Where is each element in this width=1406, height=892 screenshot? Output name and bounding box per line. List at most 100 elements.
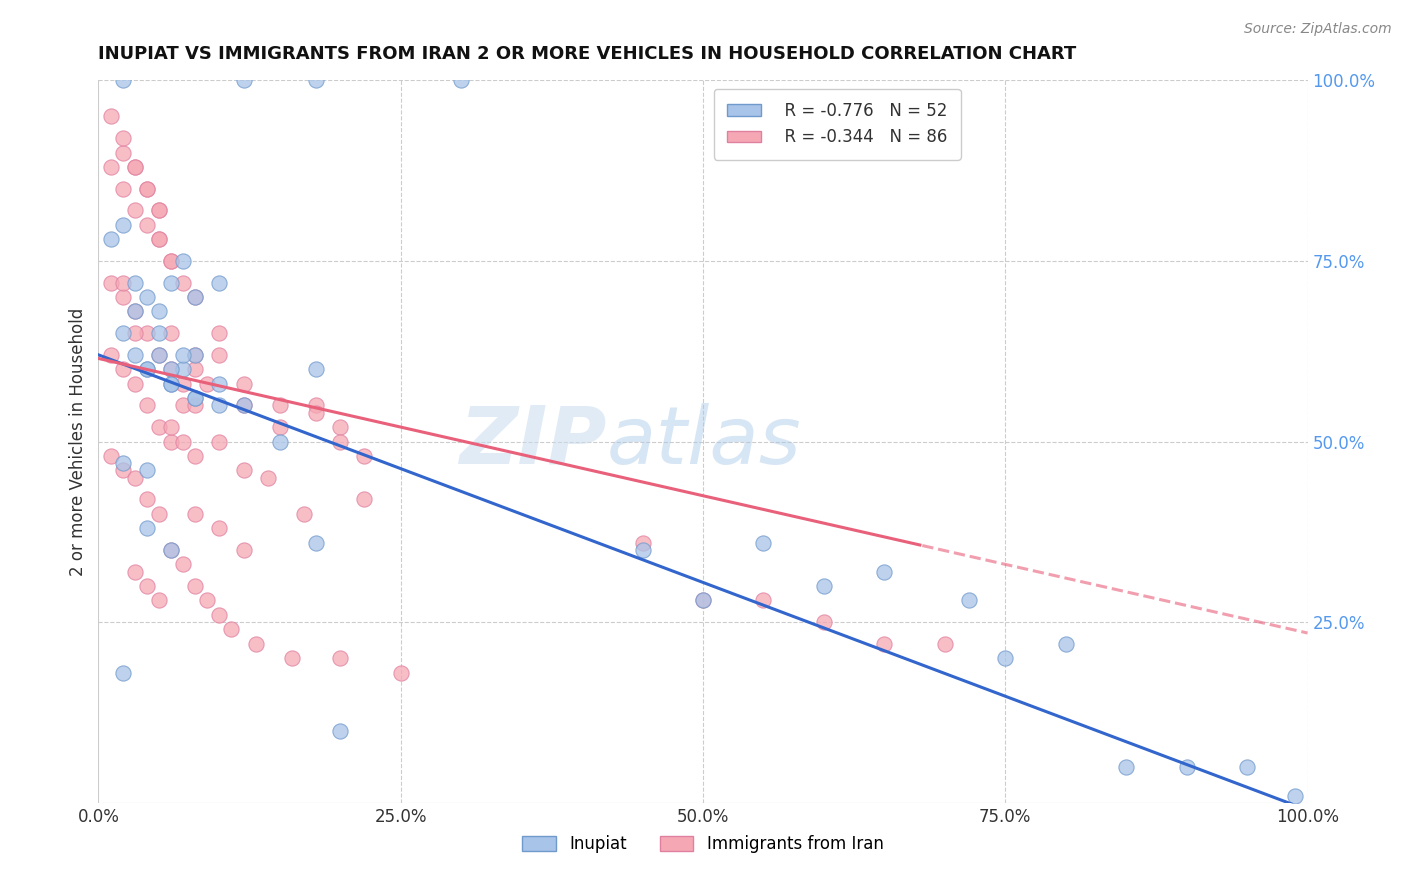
Point xyxy=(184,449,207,463)
Point xyxy=(124,565,146,579)
Point xyxy=(305,362,328,376)
Point xyxy=(111,73,134,87)
Text: atlas: atlas xyxy=(606,402,801,481)
Point xyxy=(172,398,194,412)
Point xyxy=(305,406,328,420)
Point xyxy=(692,593,714,607)
Point xyxy=(957,593,980,607)
Point xyxy=(148,348,170,362)
Point xyxy=(135,579,157,593)
Point xyxy=(160,376,183,391)
Text: ZIP: ZIP xyxy=(458,402,606,481)
Point xyxy=(208,398,231,412)
Point xyxy=(111,218,134,232)
Point xyxy=(232,73,254,87)
Point xyxy=(100,449,122,463)
Point xyxy=(111,276,134,290)
Point xyxy=(160,276,183,290)
Point xyxy=(752,593,775,607)
Point xyxy=(160,253,183,268)
Point xyxy=(269,420,291,434)
Point xyxy=(160,253,183,268)
Point xyxy=(124,160,146,174)
Text: Source: ZipAtlas.com: Source: ZipAtlas.com xyxy=(1244,22,1392,37)
Point xyxy=(221,623,243,637)
Point xyxy=(160,542,183,557)
Point xyxy=(172,362,194,376)
Point xyxy=(353,492,375,507)
Point xyxy=(135,521,157,535)
Point xyxy=(135,398,157,412)
Point xyxy=(111,362,134,376)
Point xyxy=(160,376,183,391)
Point xyxy=(148,232,170,246)
Point xyxy=(160,542,183,557)
Point xyxy=(389,665,412,680)
Point xyxy=(160,326,183,340)
Point xyxy=(329,420,352,434)
Point xyxy=(100,160,122,174)
Point xyxy=(111,290,134,304)
Point xyxy=(873,565,896,579)
Point xyxy=(232,398,254,412)
Point xyxy=(135,362,157,376)
Point xyxy=(135,492,157,507)
Point xyxy=(111,326,134,340)
Point xyxy=(195,376,218,391)
Point xyxy=(160,434,183,449)
Point xyxy=(172,348,194,362)
Point xyxy=(208,276,231,290)
Point xyxy=(208,376,231,391)
Point xyxy=(184,348,207,362)
Point xyxy=(184,391,207,405)
Point xyxy=(135,463,157,477)
Point xyxy=(135,182,157,196)
Point xyxy=(692,593,714,607)
Point xyxy=(329,651,352,665)
Point xyxy=(195,593,218,607)
Point xyxy=(752,535,775,549)
Point xyxy=(111,145,134,160)
Point xyxy=(208,348,231,362)
Point xyxy=(172,276,194,290)
Point xyxy=(208,607,231,622)
Point xyxy=(172,558,194,572)
Point xyxy=(135,326,157,340)
Point xyxy=(1284,789,1306,803)
Point xyxy=(450,73,472,87)
Point xyxy=(111,131,134,145)
Point xyxy=(184,362,207,376)
Point xyxy=(184,391,207,405)
Point xyxy=(135,218,157,232)
Point xyxy=(124,160,146,174)
Text: INUPIAT VS IMMIGRANTS FROM IRAN 2 OR MORE VEHICLES IN HOUSEHOLD CORRELATION CHAR: INUPIAT VS IMMIGRANTS FROM IRAN 2 OR MOR… xyxy=(98,45,1077,63)
Point xyxy=(148,348,170,362)
Point xyxy=(281,651,304,665)
Point xyxy=(256,470,278,484)
Point xyxy=(160,362,183,376)
Point xyxy=(148,507,170,521)
Point xyxy=(631,535,654,549)
Point xyxy=(1054,637,1077,651)
Point xyxy=(208,434,231,449)
Point xyxy=(148,232,170,246)
Point xyxy=(232,398,254,412)
Point xyxy=(1175,760,1198,774)
Point xyxy=(172,434,194,449)
Point xyxy=(184,290,207,304)
Point xyxy=(208,521,231,535)
Point xyxy=(184,579,207,593)
Point xyxy=(100,232,122,246)
Point xyxy=(631,542,654,557)
Point xyxy=(184,398,207,412)
Point xyxy=(148,304,170,318)
Y-axis label: 2 or more Vehicles in Household: 2 or more Vehicles in Household xyxy=(69,308,87,575)
Point xyxy=(269,434,291,449)
Point xyxy=(124,304,146,318)
Point xyxy=(124,376,146,391)
Point xyxy=(994,651,1017,665)
Point xyxy=(111,456,134,470)
Point xyxy=(232,376,254,391)
Point xyxy=(1236,760,1258,774)
Point xyxy=(124,348,146,362)
